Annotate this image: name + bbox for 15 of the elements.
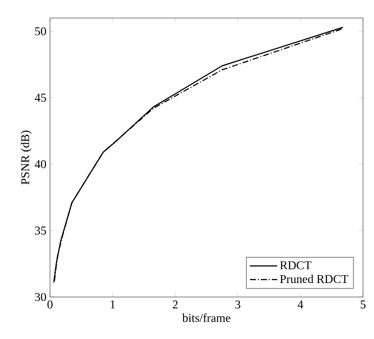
legend-label: Pruned RDCT [280, 274, 348, 284]
x-tick-label: 1 [110, 300, 115, 308]
y-tick-label: 45 [34, 94, 46, 102]
y-axis-title: PSNR (dB) [20, 130, 32, 185]
x-tick-label: 3 [235, 300, 240, 309]
x-tick-label: 4 [298, 300, 304, 308]
y-tick-label: 35 [35, 226, 46, 235]
y-tick-label: 40 [34, 160, 46, 168]
x-tick-label: 2 [172, 300, 178, 308]
legend-label: RDCT [280, 261, 312, 270]
x-axis-title: bits/frame [182, 313, 230, 322]
x-tick-label: 5 [360, 300, 366, 308]
y-tick-label: 50 [35, 27, 46, 36]
y-tick-label: 30 [35, 292, 46, 302]
x-tick-label: 0 [47, 300, 53, 309]
